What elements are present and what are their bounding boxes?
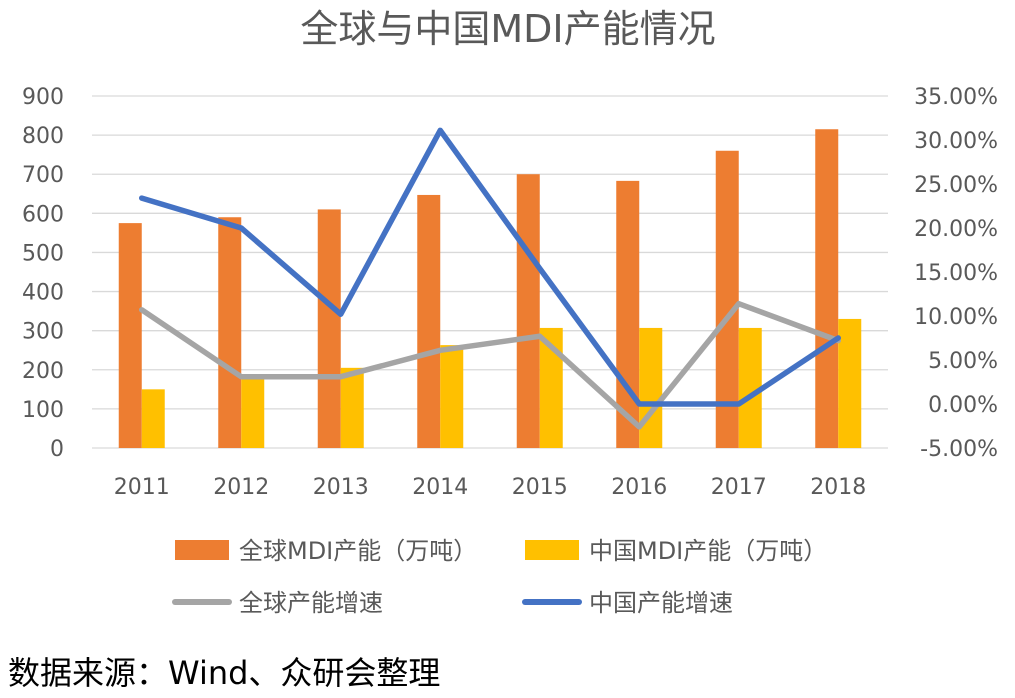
x-axis-tick-label: 2017 bbox=[711, 475, 767, 500]
left-axis-tick-label: 300 bbox=[22, 320, 64, 345]
right-axis-tick-label: 30.00% bbox=[914, 129, 998, 154]
legend-label: 中国产能增速 bbox=[589, 589, 733, 617]
legend: 全球MDI产能（万吨） 中国MDI产能（万吨） 全球产能增速 中国产能增速 bbox=[172, 537, 827, 617]
china-capacity-bar bbox=[340, 367, 364, 448]
line-series bbox=[139, 127, 841, 430]
global-capacity-bar bbox=[317, 209, 341, 448]
right-axis-ticks: -5.00% 0.00% 5.00% 10.00% 15.00% 20.00% 25.00%… bbox=[914, 85, 998, 462]
left-axis-tick-label: 100 bbox=[22, 398, 64, 423]
legend-swatch bbox=[525, 540, 579, 560]
x-axis-ticks: 2011 2012 2013 2014 2015 2016 2017 2018 bbox=[114, 475, 867, 500]
left-axis-ticks: 0 100 200 300 400 500 600 700 800 900 bbox=[22, 85, 64, 462]
right-axis-tick-label: 10.00% bbox=[914, 305, 998, 330]
china-capacity-bar bbox=[738, 327, 762, 448]
left-axis-tick-label: 900 bbox=[22, 85, 64, 110]
china-capacity-bar bbox=[440, 345, 464, 448]
left-axis-tick-label: 0 bbox=[50, 437, 64, 462]
global-capacity-bar bbox=[815, 129, 839, 448]
right-axis-tick-label: 25.00% bbox=[914, 173, 998, 198]
china-capacity-bar bbox=[639, 327, 663, 448]
right-axis-tick-label: 15.00% bbox=[914, 261, 998, 286]
x-axis-tick-label: 2018 bbox=[810, 475, 866, 500]
legend-label: 全球产能增速 bbox=[239, 589, 383, 617]
right-axis-tick-label: -5.00% bbox=[920, 437, 998, 462]
global-capacity-bar bbox=[417, 194, 441, 448]
china-growth-line bbox=[139, 127, 841, 407]
left-axis-tick-label: 500 bbox=[22, 241, 64, 266]
china-capacity-bar bbox=[241, 377, 265, 448]
legend-label: 中国MDI产能（万吨） bbox=[589, 537, 827, 565]
x-axis-tick-label: 2015 bbox=[512, 475, 568, 500]
x-axis-tick-label: 2014 bbox=[412, 475, 468, 500]
legend-swatch bbox=[175, 540, 229, 560]
left-axis-tick-label: 200 bbox=[22, 359, 64, 384]
x-axis-tick-label: 2013 bbox=[313, 475, 369, 500]
global-growth-line bbox=[139, 300, 841, 430]
legend-label: 全球MDI产能（万吨） bbox=[239, 537, 477, 565]
global-capacity-bar bbox=[218, 217, 242, 448]
china-capacity-bar bbox=[838, 318, 862, 448]
left-axis-tick-label: 800 bbox=[22, 124, 64, 149]
x-axis-tick-label: 2016 bbox=[611, 475, 667, 500]
chart-title: 全球与中国MDI产能情况 bbox=[300, 7, 715, 51]
global-capacity-bar bbox=[715, 150, 739, 448]
source-note: 数据来源：Wind、众研会整理 bbox=[8, 654, 441, 692]
left-axis-tick-label: 700 bbox=[22, 163, 64, 188]
left-axis-tick-label: 600 bbox=[22, 202, 64, 227]
china-capacity-bar bbox=[539, 327, 563, 448]
gridlines bbox=[92, 95, 888, 449]
global-capacity-bar bbox=[118, 223, 142, 448]
right-axis-tick-label: 20.00% bbox=[914, 217, 998, 242]
bar-series bbox=[118, 129, 862, 449]
right-axis-tick-label: 35.00% bbox=[914, 85, 998, 110]
left-axis-tick-label: 400 bbox=[22, 281, 64, 306]
right-axis-tick-label: 0.00% bbox=[928, 393, 998, 418]
china-capacity-bar bbox=[141, 389, 165, 448]
x-axis-tick-label: 2011 bbox=[114, 475, 170, 500]
right-axis-tick-label: 5.00% bbox=[928, 349, 998, 374]
global-capacity-bar bbox=[516, 174, 540, 448]
x-axis-tick-label: 2012 bbox=[213, 475, 269, 500]
